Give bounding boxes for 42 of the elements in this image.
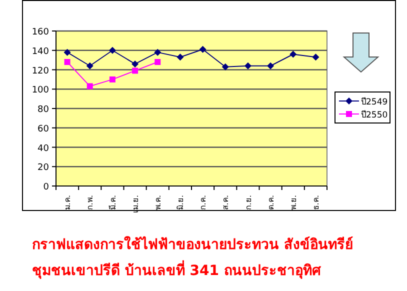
point	[109, 76, 116, 82]
y-tick-label: 40	[38, 144, 50, 154]
point	[199, 46, 206, 53]
x-tick-label: ต.ค.	[266, 195, 276, 210]
point	[312, 54, 320, 61]
point	[222, 63, 229, 70]
point	[154, 59, 161, 65]
x-tick-label: มี.ค.	[108, 195, 118, 210]
x-tick-label: ธ.ค.	[312, 195, 321, 210]
x-tick-label: ก.พ.	[86, 195, 95, 210]
point	[132, 68, 138, 74]
y-tick-label: 160	[32, 28, 50, 38]
y-tick-label: 120	[32, 66, 50, 76]
x-tick-label: ส.ค.	[221, 195, 230, 210]
x-tick-label: ก.ค.	[198, 195, 208, 210]
point	[176, 54, 184, 61]
point	[64, 48, 71, 56]
point	[64, 59, 70, 65]
point	[86, 62, 94, 70]
point	[86, 83, 93, 90]
point	[132, 60, 139, 68]
y-tick-label: 100	[32, 86, 50, 96]
x-tick-label: มิ.ย.	[176, 195, 186, 210]
point	[267, 62, 274, 70]
x-tick-label: พ.ค.	[153, 195, 162, 210]
legend-label: ปี2550	[361, 110, 388, 120]
y-tick-label: 80	[38, 105, 50, 115]
x-tick-label: ก.ย.	[244, 195, 253, 210]
x-tick-label: เม.ย.	[130, 195, 140, 214]
x-tick-label: พ.ย.	[288, 195, 298, 210]
y-tick-label: 60	[38, 124, 50, 134]
point	[154, 48, 162, 56]
y-tick-label: 20	[38, 163, 50, 174]
point	[108, 46, 116, 54]
x-tick-label: ม.ค.	[63, 195, 72, 210]
text: ชุมชนเขาปรีดี บ้านเลขที่ 341 ถนนประชาอุทิศ	[32, 260, 322, 279]
point	[290, 50, 297, 58]
y-tick-label: 140	[32, 46, 50, 57]
text: กราฟแสดงการใช้ไฟฟ้าของนายประทวน สังข์อินทรีย์	[32, 235, 353, 253]
point	[244, 62, 252, 70]
legend-label: ปี2549	[361, 96, 388, 108]
y-tick-label: 0	[43, 182, 50, 192]
